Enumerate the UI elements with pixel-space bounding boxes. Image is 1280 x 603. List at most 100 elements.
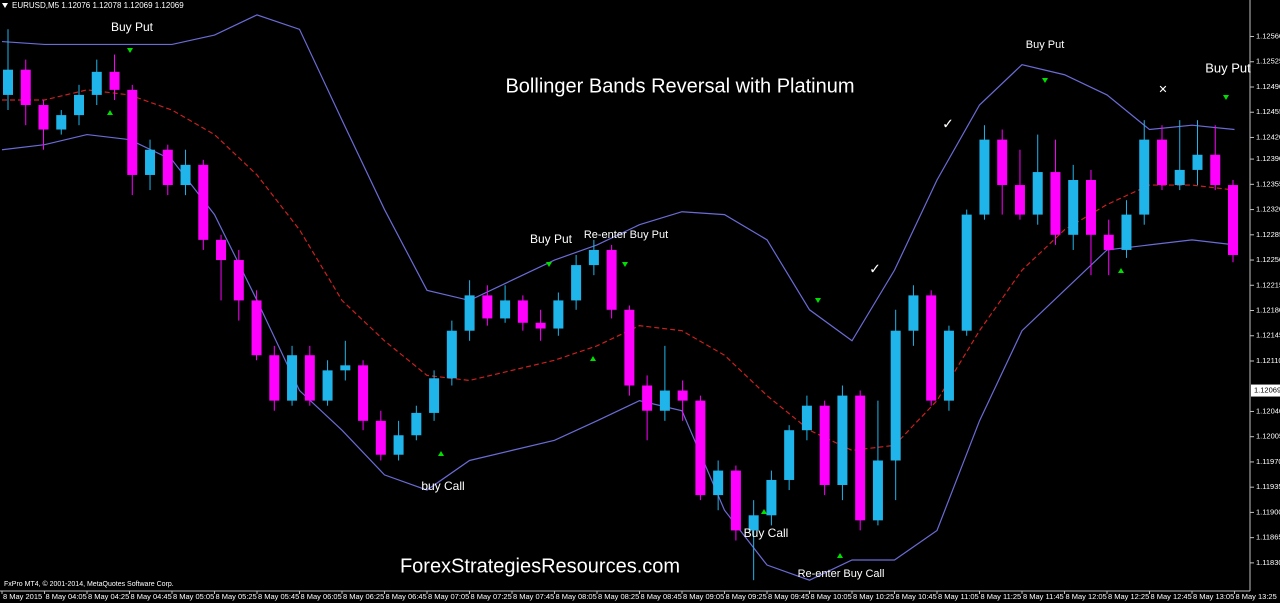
candle-body xyxy=(1068,180,1079,235)
candle-body xyxy=(890,330,901,461)
signal-arrow xyxy=(622,262,628,267)
candle-body xyxy=(1139,139,1150,215)
last-price-label: 1.12069 xyxy=(1254,386,1280,395)
candle-body xyxy=(943,330,954,401)
y-tick-label: 1.12490 xyxy=(1256,82,1280,91)
x-tick-label: 8 May 08:25 xyxy=(598,592,639,601)
candle-body xyxy=(145,149,156,175)
x-tick-label: 8 May 13:25 xyxy=(1236,592,1277,601)
signal-annotation: ✓ xyxy=(869,261,881,277)
y-tick-label: 1.11970 xyxy=(1256,457,1280,466)
symbol-header: EURUSD,M5 1.12076 1.12078 1.12069 1.1206… xyxy=(12,1,184,10)
candle-body xyxy=(358,365,369,421)
candle-body xyxy=(482,295,493,319)
candle-body xyxy=(1121,214,1132,250)
y-tick-label: 1.12180 xyxy=(1256,305,1280,314)
y-tick-label: 1.12250 xyxy=(1256,255,1280,264)
y-tick-label: 1.11900 xyxy=(1256,507,1280,516)
x-tick-label: 8 May 05:45 xyxy=(258,592,299,601)
candle-body xyxy=(56,115,67,130)
candle-body xyxy=(429,378,440,413)
signal-arrow xyxy=(1223,95,1229,100)
candle-body xyxy=(642,385,653,411)
y-tick-label: 1.12355 xyxy=(1256,179,1280,188)
y-tick-label: 1.12525 xyxy=(1256,57,1280,66)
candle-body xyxy=(872,460,883,521)
candle-body xyxy=(3,69,13,95)
x-tick-label: 8 May 09:45 xyxy=(768,592,809,601)
y-tick-label: 1.12215 xyxy=(1256,280,1280,289)
candle-body xyxy=(269,355,280,401)
x-tick-label: 8 May 10:45 xyxy=(896,592,937,601)
signal-arrow xyxy=(1042,78,1048,83)
x-tick-label: 8 May 12:05 xyxy=(1066,592,1107,601)
y-tick-label: 1.12110 xyxy=(1256,356,1280,365)
candle-body xyxy=(571,265,582,301)
candle-body xyxy=(908,295,919,331)
candle-body xyxy=(837,395,848,486)
x-tick-label: 8 May 04:05 xyxy=(46,592,87,601)
candle-body xyxy=(340,365,351,371)
y-tick-label: 1.12390 xyxy=(1256,154,1280,163)
candle-body xyxy=(926,295,937,401)
x-tick-label: 8 May 07:25 xyxy=(471,592,512,601)
x-tick-label: 8 May 07:05 xyxy=(428,592,469,601)
y-tick-label: 1.12420 xyxy=(1256,132,1280,141)
signal-annotation: Buy Put xyxy=(1205,60,1251,75)
y-tick-label: 1.12145 xyxy=(1256,331,1280,340)
signal-arrow xyxy=(761,509,767,514)
header-icon xyxy=(2,3,8,8)
candle-body xyxy=(180,164,191,186)
candle-body xyxy=(287,355,298,401)
y-tick-label: 1.12040 xyxy=(1256,406,1280,415)
upper-band xyxy=(1,14,1235,342)
chart-title: Bollinger Bands Reversal with Platinum xyxy=(505,75,854,97)
candle-body xyxy=(1103,234,1114,250)
candle-body xyxy=(1085,180,1096,235)
candle-body xyxy=(38,105,49,130)
candle-body xyxy=(216,239,227,261)
x-tick-label: 8 May 04:45 xyxy=(131,592,172,601)
x-tick-label: 8 May 06:25 xyxy=(343,592,384,601)
signal-annotation: Buy Put xyxy=(111,20,154,34)
x-tick-label: 8 May 10:05 xyxy=(811,592,852,601)
y-tick-label: 1.11865 xyxy=(1256,533,1280,542)
candle-body xyxy=(748,515,759,531)
signal-annotation: Buy Put xyxy=(530,232,573,246)
candle-body xyxy=(961,214,972,331)
signal-arrow xyxy=(438,451,444,456)
candle-body xyxy=(766,479,777,516)
signal-annotation: Buy Call xyxy=(744,526,789,540)
watermark: ForexStrategiesResources.com xyxy=(400,555,680,577)
copyright: FxPro MT4, © 2001-2014, MetaQuotes Softw… xyxy=(4,580,174,588)
candle-body xyxy=(1032,172,1043,215)
candle-body xyxy=(233,260,244,301)
candle-body xyxy=(446,330,457,379)
signal-arrow xyxy=(590,356,596,361)
y-tick-label: 1.12320 xyxy=(1256,205,1280,214)
candle-body xyxy=(1192,154,1203,170)
candle-body xyxy=(464,295,475,331)
x-tick-label: 8 May 08:45 xyxy=(641,592,682,601)
candle-body xyxy=(588,249,599,266)
y-tick-label: 1.12005 xyxy=(1256,432,1280,441)
candle-body xyxy=(375,420,386,455)
y-tick-label: 1.12285 xyxy=(1256,230,1280,239)
signal-annotation: Buy Put xyxy=(1026,39,1065,51)
candle-body xyxy=(855,395,866,521)
candle-body xyxy=(730,470,741,531)
signal-arrow xyxy=(1118,268,1124,273)
x-tick-label: 8 May 12:25 xyxy=(1108,592,1149,601)
x-tick-label: 8 May 06:05 xyxy=(301,592,342,601)
signal-arrow xyxy=(837,553,843,558)
x-tick-label: 8 May 06:45 xyxy=(386,592,427,601)
candle-body xyxy=(535,322,546,329)
candle-body xyxy=(819,405,830,486)
candle-body xyxy=(1014,185,1025,215)
x-tick-label: 8 May 07:45 xyxy=(513,592,554,601)
candle-body xyxy=(979,139,990,215)
candle-body xyxy=(91,71,102,95)
candle-body xyxy=(624,309,635,386)
